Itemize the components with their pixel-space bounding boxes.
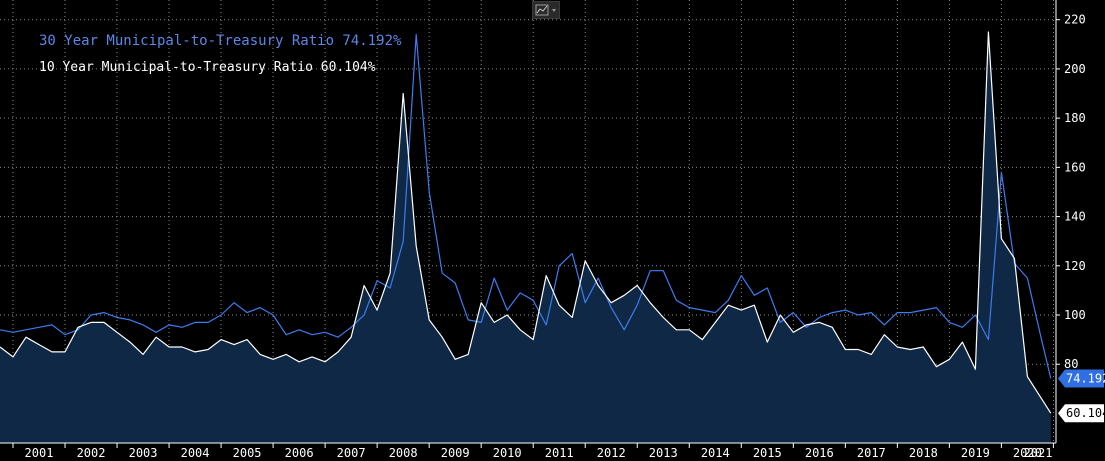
legend-30-year: 30 Year Municipal-to-Treasury Ratio 74.1… — [39, 33, 402, 49]
x-tick-label-2004: 2004 — [181, 446, 210, 460]
x-tick-label-2007: 2007 — [337, 446, 366, 460]
last-value-flag-series-10: 60.104 — [1058, 404, 1105, 423]
flag-label-series-10: 60.104 — [1066, 406, 1105, 420]
legend-10-year: 10 Year Municipal-to-Treasury Ratio 60.1… — [39, 60, 376, 75]
x-tick-label-2005: 2005 — [233, 446, 262, 460]
line-series-30 — [0, 33, 1052, 379]
y-tick-label-140: 140 — [1064, 210, 1086, 224]
x-tick-label-2018: 2018 — [909, 446, 938, 460]
y-tick-label-100: 100 — [1064, 308, 1086, 322]
x-tick-label-2015: 2015 — [753, 446, 782, 460]
flag-label-series-30: 74.192 — [1066, 372, 1105, 386]
x-tick-label-2011: 2011 — [545, 446, 574, 460]
x-tick-label-2010: 2010 — [493, 446, 522, 460]
grid-layer — [0, 0, 1056, 443]
x-tick-label-2020: 2020 — [1013, 446, 1042, 460]
y-tick-label-120: 120 — [1064, 259, 1086, 273]
x-tick-label-2009: 2009 — [441, 446, 470, 460]
x-tick-label-2013: 2013 — [649, 446, 678, 460]
area-fill-10-year — [0, 32, 1051, 443]
flag-shape-series-30 — [1058, 369, 1104, 388]
flag-shape-series-10 — [1058, 404, 1104, 423]
y-tick-label-200: 200 — [1064, 62, 1086, 76]
area-layer — [0, 32, 1051, 443]
y-tick-label-80: 80 — [1064, 357, 1078, 371]
x-tick-label-2006: 2006 — [285, 446, 314, 460]
y-tick-label-220: 220 — [1064, 13, 1086, 27]
x-tick-label-2008: 2008 — [389, 446, 418, 460]
x-tick-label-2014: 2014 — [701, 446, 730, 460]
line-chart-icon — [535, 4, 556, 16]
x-tick-label-2012: 2012 — [597, 446, 626, 460]
x-tick-label-2016: 2016 — [805, 446, 834, 460]
line-series-10 — [0, 31, 1052, 414]
x-tick-label-2017: 2017 — [857, 446, 886, 460]
y-tick-label-180: 180 — [1064, 111, 1086, 125]
chart-type-button[interactable] — [532, 1, 560, 19]
x-tick-label-2021: 2021 — [1024, 446, 1053, 460]
last-value-flag-series-30: 74.192 — [1058, 369, 1105, 388]
flag-layer: 74.192 60.104 — [1058, 369, 1105, 423]
y-tick-label-160: 160 — [1064, 160, 1086, 174]
x-tick-label-2003: 2003 — [129, 446, 158, 460]
x-tick-label-2002: 2002 — [77, 446, 106, 460]
x-tick-label-2019: 2019 — [961, 446, 990, 460]
x-tick-label-2001: 2001 — [25, 446, 54, 460]
line-layer — [0, 31, 1052, 414]
